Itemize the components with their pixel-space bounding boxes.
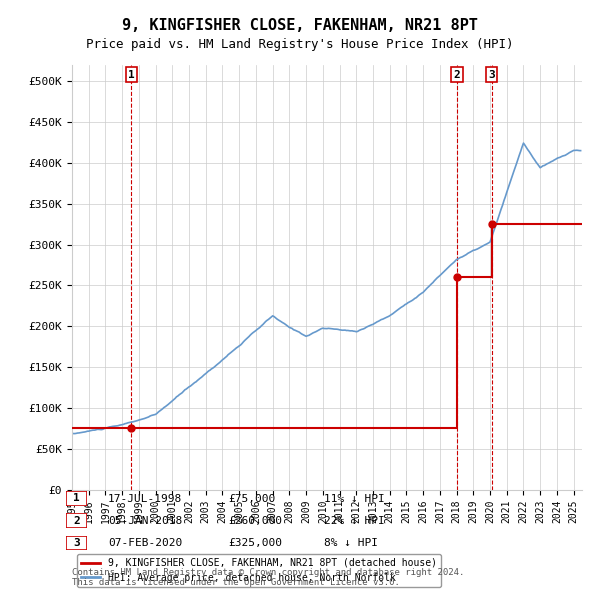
Text: 8% ↓ HPI: 8% ↓ HPI xyxy=(324,539,378,548)
Text: 2: 2 xyxy=(454,70,460,80)
Text: Price paid vs. HM Land Registry's House Price Index (HPI): Price paid vs. HM Land Registry's House … xyxy=(86,38,514,51)
Text: Contains HM Land Registry data © Crown copyright and database right 2024.
This d: Contains HM Land Registry data © Crown c… xyxy=(72,568,464,587)
Text: 2: 2 xyxy=(73,516,80,526)
Text: 05-JAN-2018: 05-JAN-2018 xyxy=(108,516,182,526)
Text: 11% ↓ HPI: 11% ↓ HPI xyxy=(324,494,385,503)
Text: 3: 3 xyxy=(73,538,80,548)
Text: 17-JUL-1998: 17-JUL-1998 xyxy=(108,494,182,503)
Text: £260,000: £260,000 xyxy=(228,516,282,526)
Text: 9, KINGFISHER CLOSE, FAKENHAM, NR21 8PT: 9, KINGFISHER CLOSE, FAKENHAM, NR21 8PT xyxy=(122,18,478,32)
Text: 07-FEB-2020: 07-FEB-2020 xyxy=(108,539,182,548)
Text: 1: 1 xyxy=(73,493,80,503)
Legend: 9, KINGFISHER CLOSE, FAKENHAM, NR21 8PT (detached house), HPI: Average price, de: 9, KINGFISHER CLOSE, FAKENHAM, NR21 8PT … xyxy=(77,554,441,586)
FancyBboxPatch shape xyxy=(66,491,87,506)
FancyBboxPatch shape xyxy=(66,513,87,528)
Text: 22% ↓ HPI: 22% ↓ HPI xyxy=(324,516,385,526)
Text: £325,000: £325,000 xyxy=(228,539,282,548)
Text: £75,000: £75,000 xyxy=(228,494,275,503)
Text: 1: 1 xyxy=(128,70,134,80)
FancyBboxPatch shape xyxy=(66,536,87,550)
Text: 3: 3 xyxy=(488,70,495,80)
